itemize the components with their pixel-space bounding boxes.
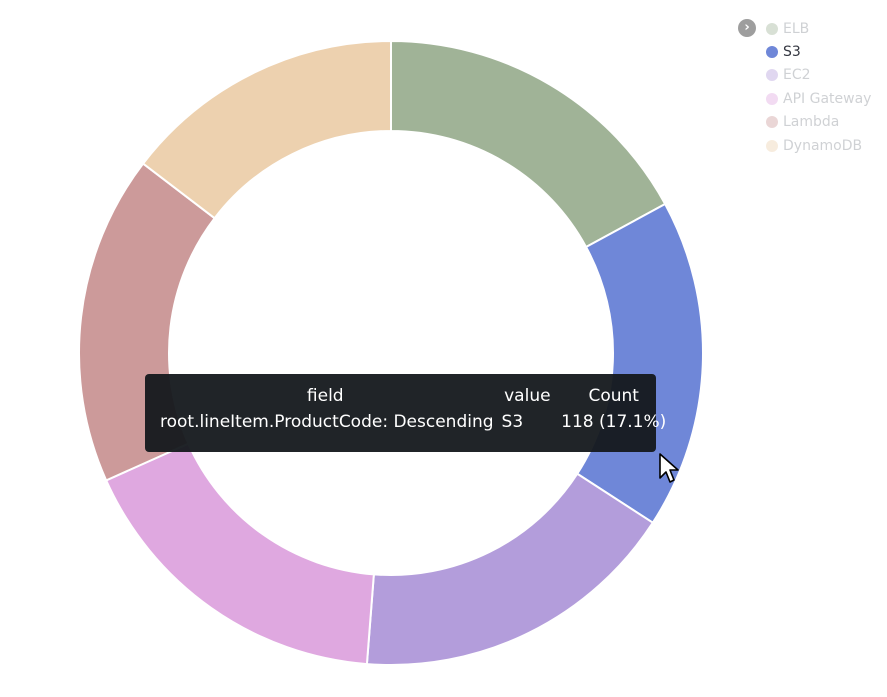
legend-label: EC2 — [783, 67, 811, 84]
tooltip-count: 118 (17.1%) — [561, 412, 667, 432]
slice-s3[interactable] — [575, 202, 704, 525]
legend-swatch — [766, 69, 778, 82]
legend-item-dynamodb[interactable]: DynamoDB — [766, 134, 871, 157]
tooltip-row: root.lineItem.ProductCode: Descending S3… — [157, 412, 670, 432]
slice-dynamodb[interactable] — [141, 39, 392, 220]
legend-item-s3[interactable]: S3 — [766, 40, 871, 63]
tooltip-value: S3 — [501, 412, 524, 432]
legend-label: ELB — [783, 20, 810, 37]
mouse-pointer-icon — [659, 453, 679, 483]
legend-item-lambda[interactable]: Lambda — [766, 111, 871, 134]
legend-label: API Gateway — [783, 90, 872, 107]
legend-label: DynamoDB — [783, 137, 863, 154]
legend-label: S3 — [783, 44, 801, 61]
chart-tooltip: field value Count root.lineItem.ProductC… — [145, 374, 666, 452]
slice-ec2[interactable] — [365, 472, 655, 666]
legend-item-api-gateway[interactable]: API Gateway — [766, 87, 871, 110]
legend-swatch — [766, 46, 778, 59]
slice-elb[interactable] — [390, 39, 667, 249]
chevron-right-icon[interactable]: › — [738, 19, 756, 37]
legend-swatch — [766, 116, 778, 129]
legend-label: Lambda — [783, 114, 840, 131]
tooltip-table: field value Count root.lineItem.ProductC… — [157, 386, 670, 432]
tooltip-header-field: field — [306, 386, 344, 406]
legend-swatch — [766, 139, 778, 152]
legend-swatch — [766, 92, 778, 105]
legend-item-ec2[interactable]: EC2 — [766, 64, 871, 87]
legend-item-elb[interactable]: ELB — [766, 17, 871, 40]
tooltip-header-count: Count — [588, 386, 639, 406]
slice-api-gateway[interactable] — [104, 442, 375, 666]
legend-list: ELB S3 EC2 API Gateway Lambda DynamoDB — [766, 17, 871, 157]
legend-swatch — [766, 22, 778, 35]
tooltip-field: root.lineItem.ProductCode: Descending — [160, 412, 494, 432]
tooltip-header-value: value — [504, 386, 551, 406]
